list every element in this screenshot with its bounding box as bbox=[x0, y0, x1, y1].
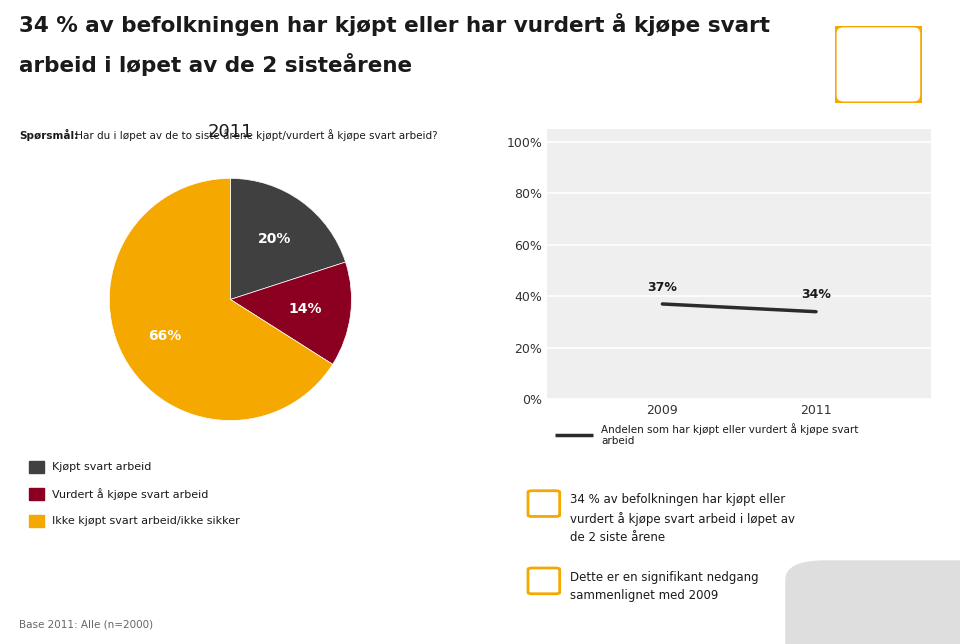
Text: 34 % av befolkningen har kjøpt eller har vurdert å kjøpe svart: 34 % av befolkningen har kjøpt eller har… bbox=[19, 13, 770, 36]
Wedge shape bbox=[109, 178, 332, 421]
FancyBboxPatch shape bbox=[528, 568, 560, 594]
Text: Kjøpt svart arbeid: Kjøpt svart arbeid bbox=[52, 462, 152, 472]
Title: 2011: 2011 bbox=[207, 123, 253, 141]
Text: arbeid i løpet av de 2 sisteårene: arbeid i løpet av de 2 sisteårene bbox=[19, 53, 413, 77]
Text: 66%: 66% bbox=[148, 328, 181, 343]
FancyBboxPatch shape bbox=[833, 24, 924, 104]
Text: 12: 12 bbox=[885, 618, 900, 631]
Text: 34 % av befolkningen har kjøpt eller
vurdert å kjøpe svart arbeid i løpet av
de : 34 % av befolkningen har kjøpt eller vur… bbox=[570, 493, 795, 544]
Bar bbox=[29, 515, 43, 527]
Bar bbox=[29, 460, 43, 473]
Text: Har du i løpet av de to siste årene kjøpt/vurdert å kjøpe svart arbeid?: Har du i løpet av de to siste årene kjøp… bbox=[72, 129, 438, 141]
Text: Spørsmål:: Spørsmål: bbox=[19, 129, 79, 141]
Wedge shape bbox=[230, 178, 346, 299]
Text: Base 2011: Alle (n=2000): Base 2011: Alle (n=2000) bbox=[19, 620, 154, 630]
FancyBboxPatch shape bbox=[785, 560, 960, 644]
Text: 20%: 20% bbox=[258, 232, 291, 246]
Text: Dette er en signifikant nedgang
sammenlignet med 2009: Dette er en signifikant nedgang sammenli… bbox=[570, 571, 758, 601]
Wedge shape bbox=[230, 262, 351, 365]
Bar bbox=[29, 488, 43, 500]
Text: 14%: 14% bbox=[288, 302, 322, 316]
FancyBboxPatch shape bbox=[528, 491, 560, 516]
Text: Ikke kjøpt svart arbeid/ikke sikker: Ikke kjøpt svart arbeid/ikke sikker bbox=[52, 516, 240, 526]
Text: 34%: 34% bbox=[801, 289, 831, 301]
Text: 37%: 37% bbox=[647, 281, 678, 294]
Text: Andelen som har kjøpt eller vurdert å kjøpe svart
arbeid: Andelen som har kjøpt eller vurdert å kj… bbox=[601, 423, 858, 446]
Text: Vurdert å kjøpe svart arbeid: Vurdert å kjøpe svart arbeid bbox=[52, 488, 208, 500]
